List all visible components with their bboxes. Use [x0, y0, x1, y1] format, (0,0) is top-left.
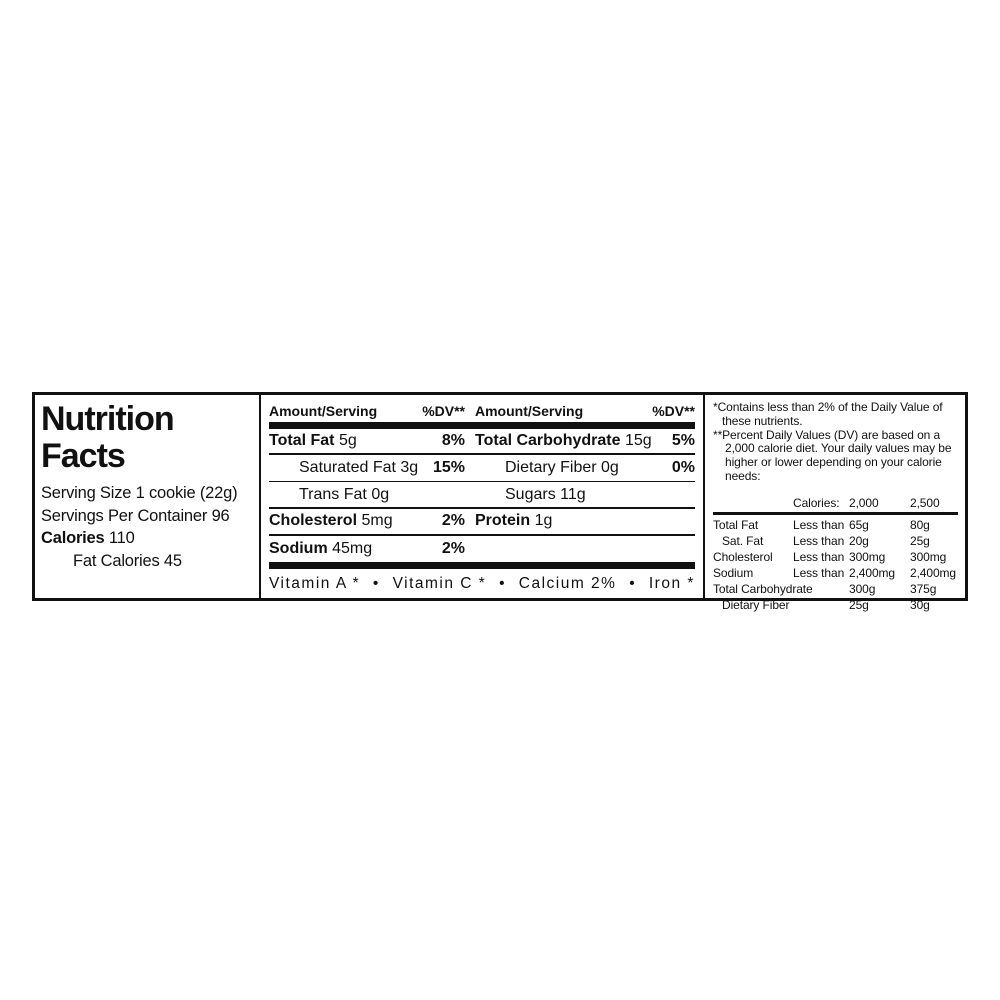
- dv-qualifier: Less than: [793, 517, 845, 532]
- dv-qualifier: Less than: [793, 533, 845, 548]
- dv-2000: 20g: [849, 533, 869, 548]
- vitamin-c: Vitamin C *: [392, 574, 487, 592]
- dv-nutrient: Sodium: [713, 565, 754, 580]
- nutrient-row: Total Fat 5g 8% Total Carbohydrate 15g 5…: [269, 429, 695, 456]
- dv-qualifier: Less than: [793, 565, 845, 580]
- calories-column-label: Calories:: [793, 495, 840, 510]
- calories-line: Calories 110: [41, 527, 251, 550]
- table-row: Total Fat Less than 65g 80g: [713, 517, 958, 533]
- nutrient-amount: 11g: [560, 485, 586, 503]
- nutrient-dv: 2%: [441, 540, 465, 557]
- table-row: Sat. Fat Less than 20g 25g: [713, 533, 958, 549]
- dv-2500: 2,400mg: [910, 565, 956, 580]
- nutrient-name: Protein: [475, 512, 531, 530]
- fat-calories: Fat Calories 45: [73, 551, 182, 570]
- dv-2500: 30g: [910, 597, 930, 612]
- nutrient-dv: 5%: [671, 432, 695, 450]
- table-row: Dietary Fiber 25g 30g: [713, 597, 958, 613]
- dv-header-left: %DV**: [422, 403, 465, 420]
- daily-values-table-header: Calories: 2,000 2,500: [713, 495, 958, 515]
- nutrient-amount: 0g: [371, 485, 390, 503]
- calcium: Calcium 2%: [518, 574, 617, 592]
- label-title-line1: Nutrition: [41, 400, 175, 438]
- nutrient-name: Saturated Fat: [299, 459, 396, 477]
- calories-value: 110: [108, 529, 135, 547]
- nutrient-name: Total Carbohydrate: [475, 432, 621, 450]
- nutrient-amount: 3g: [400, 459, 419, 477]
- nutrients-header-row: Amount/Serving %DV** Amount/Serving %DV*…: [269, 401, 695, 422]
- header-divider-bar: [269, 421, 695, 429]
- dv-2000: 2,400mg: [849, 565, 895, 580]
- daily-values-table: Calories: 2,000 2,500 Total Fat Less tha…: [713, 495, 958, 613]
- bullet-separator: •: [499, 574, 507, 592]
- footnote-percent-dv: **Percent Daily Values (DV) are based on…: [713, 427, 952, 483]
- table-row: Sodium Less than 2,400mg 2,400mg: [713, 565, 958, 581]
- nutrient-dv: 2%: [441, 512, 465, 530]
- dv-2500: 25g: [910, 533, 930, 548]
- footnote-contains: *Contains less than 2% of the Daily Valu…: [713, 400, 943, 428]
- nutrient-name: Sodium: [269, 540, 328, 557]
- iron: Iron *: [648, 574, 695, 592]
- nutrition-facts-label: Nutrition Facts Serving Size 1 cookie (2…: [32, 392, 968, 612]
- nutrient-amount: 5g: [338, 432, 357, 450]
- vitamins-row: Vitamin A * • Vitamin C * • Calcium 2% •…: [269, 569, 695, 598]
- nutrient-amount: 5mg: [361, 512, 393, 530]
- dv-nutrient: Total Fat: [713, 517, 759, 532]
- nutrient-amount: 45mg: [332, 540, 373, 557]
- dv-2000: 300g: [849, 581, 876, 596]
- daily-values-panel: *Contains less than 2% of the Daily Valu…: [703, 395, 965, 612]
- amount-serving-header-right: Amount/Serving: [475, 403, 584, 420]
- nutrient-amount: 15g: [624, 432, 652, 450]
- dv-nutrient: Total Carbohydrate: [713, 581, 813, 596]
- vitamin-a: Vitamin A *: [269, 574, 361, 592]
- dv-qualifier: [793, 597, 849, 613]
- nutrient-row: Sodium 45mg 2%: [269, 536, 695, 563]
- serving-size: Serving Size 1 cookie (22g): [41, 484, 238, 502]
- bullet-separator: •: [372, 574, 380, 592]
- nutrient-name: Dietary Fiber: [505, 459, 597, 477]
- nutrient-name: Trans Fat: [299, 485, 367, 503]
- nutrient-name: Cholesterol: [269, 512, 358, 530]
- dv-2000: 300mg: [849, 549, 886, 564]
- amount-serving-header-left: Amount/Serving: [269, 403, 378, 420]
- label-title: Nutrition Facts: [41, 401, 251, 475]
- serving-info-panel: Nutrition Facts Serving Size 1 cookie (2…: [35, 395, 261, 598]
- nutrient-dv: 8%: [441, 432, 465, 450]
- dv-nutrient: Cholesterol: [713, 549, 773, 564]
- dv-2500: 80g: [910, 517, 930, 532]
- nutrient-amount: 1g: [534, 512, 553, 530]
- nutrient-row: Cholesterol 5mg 2% Protein 1g: [269, 509, 695, 536]
- label-title-line2: Facts: [41, 437, 126, 475]
- dv-2500: 375g: [910, 581, 937, 596]
- dv-2000: 25g: [849, 597, 869, 612]
- dv-2500: 300mg: [910, 549, 947, 564]
- bullet-separator: •: [629, 574, 637, 592]
- dv-qualifier: Less than: [793, 549, 845, 564]
- nutrient-name: Sugars: [505, 485, 556, 503]
- nutrient-row: Trans Fat 0g Sugars 11g: [269, 482, 695, 509]
- table-row: Cholesterol Less than 300mg 300mg: [713, 549, 958, 565]
- nutrient-name: Total Fat: [269, 432, 335, 450]
- calories-label: Calories: [41, 529, 105, 547]
- nutrient-dv: 0%: [671, 459, 695, 477]
- dv-qualifier: [793, 581, 849, 597]
- nutrients-panel: Amount/Serving %DV** Amount/Serving %DV*…: [261, 395, 703, 598]
- dv-nutrient: Dietary Fiber: [722, 597, 790, 612]
- vitamins-divider-bar: [269, 562, 695, 570]
- table-row: Total Carbohydrate 300g 375g: [713, 581, 958, 597]
- col-2500-label: 2,500: [910, 495, 940, 510]
- servings-per-container: Servings Per Container 96: [41, 506, 230, 525]
- nutrient-row: Saturated Fat 3g 15% Dietary Fiber 0g 0%: [269, 455, 695, 483]
- dv-header-right: %DV**: [652, 403, 695, 420]
- nutrient-dv: 15%: [432, 459, 465, 477]
- dv-2000: 65g: [849, 517, 869, 532]
- dv-nutrient: Sat. Fat: [722, 533, 764, 548]
- col-2000-label: 2,000: [849, 495, 879, 510]
- nutrient-amount: 0g: [601, 459, 619, 477]
